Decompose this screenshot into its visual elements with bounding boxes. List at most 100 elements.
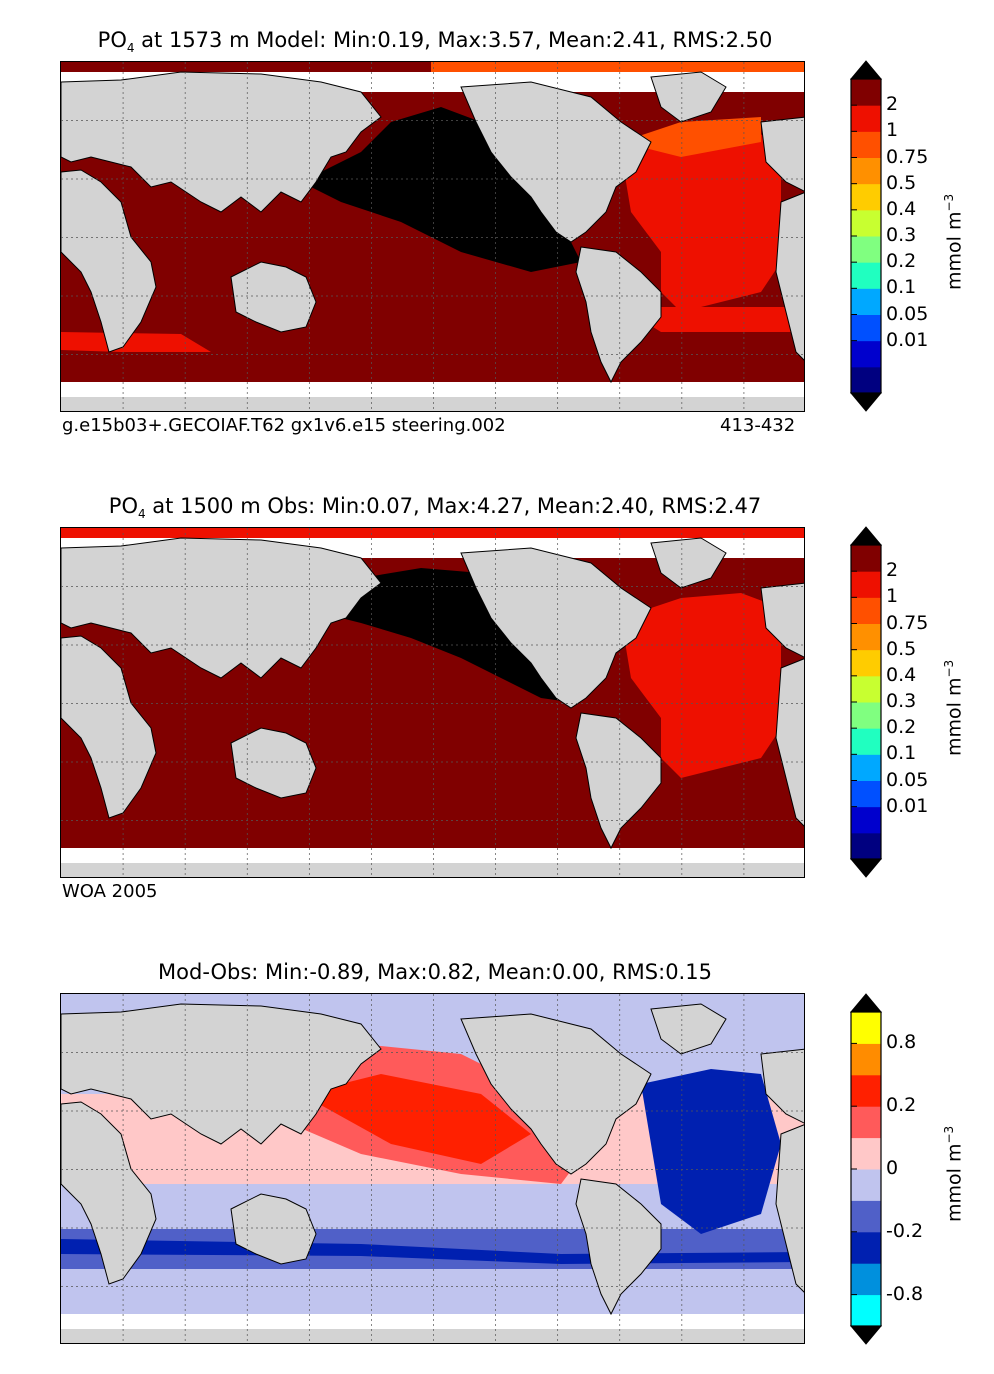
colorbar-tick-label: 0.3 [886, 690, 917, 712]
land-mass [230, 1193, 317, 1265]
colorbar-tick-label: 0.01 [886, 328, 929, 351]
colorbar-swatch [851, 1294, 881, 1327]
colorbar-swatch [851, 209, 881, 237]
model-colorbar-unit: mmol m−3 [942, 194, 965, 290]
colorbar-tick-label: 1 [886, 119, 899, 142]
colorbar-swatch [851, 1169, 881, 1201]
colorbar-swatch [851, 1137, 881, 1170]
land-mass [575, 246, 662, 384]
map-layers [61, 994, 804, 1343]
obs-map-svg [61, 528, 804, 877]
land-mass [460, 81, 652, 243]
colorbar-swatch [851, 571, 881, 598]
colorbar-swatch [851, 1106, 881, 1139]
atlantic-region [621, 127, 781, 312]
land-mass [61, 635, 157, 819]
land-mass [460, 1013, 652, 1175]
title-sub: 4 [126, 41, 135, 56]
model-footer-left: g.e15b03+.GECOIAF.T62 gx1v6.e15 steering… [62, 415, 506, 436]
colorbar-bottom-arrow [849, 392, 883, 412]
land-mass [650, 71, 727, 123]
colorbar-tick-label: 0.8 [886, 1031, 917, 1054]
land-mass [575, 1178, 662, 1316]
southern-ocean-red-band [61, 332, 211, 352]
land-mass [650, 537, 727, 589]
colorbar-swatch [851, 1263, 881, 1296]
colorbar-swatch [851, 754, 881, 781]
diff-colorbar-unit: mmol m−3 [942, 1126, 965, 1222]
colorbar-swatch [851, 157, 881, 185]
unit-sup: −3 [942, 659, 956, 678]
colorbar-tick-label: 0.2 [886, 716, 917, 739]
colorbar-tick-label: 0.75 [886, 611, 929, 634]
arctic-orange-band [431, 62, 804, 74]
colorbar-tick-label: 0.75 [886, 145, 929, 168]
title-rest: at 1573 m Model: Min:0.19, Max:3.57, Mea… [134, 28, 773, 52]
antarctica [61, 1329, 804, 1343]
land-mass [61, 1101, 157, 1285]
diff-colorbar: 0.8 0.2 0 -0.2 -0.8 [849, 993, 990, 1345]
title-po: PO [97, 28, 127, 52]
colorbar-swatch [851, 105, 881, 132]
colorbar-tick-label: 2 [886, 93, 899, 116]
land-mass [775, 1124, 804, 1293]
colorbar-tick-label: -0.2 [886, 1219, 924, 1242]
land-mass [230, 261, 317, 333]
obs-panel-title: PO4 at 1500 m Obs: Min:0.07, Max:4.27, M… [20, 494, 850, 521]
atlantic-region [621, 593, 781, 778]
obs-colorbar-svg [849, 526, 883, 878]
colorbar-tick-label: 1 [886, 585, 899, 608]
colorbar-swatch [851, 1043, 881, 1076]
colorbar-swatch [851, 1074, 881, 1107]
colorbar-top-arrow [849, 993, 883, 1013]
land-mass [775, 658, 804, 827]
colorbar-tick-label: -0.8 [886, 1282, 924, 1305]
land-mass [760, 1048, 804, 1124]
antarctica [61, 397, 804, 411]
colorbar-swatch [851, 1200, 881, 1233]
obs-map [60, 527, 805, 878]
land-mass [760, 116, 804, 192]
land-mass [460, 547, 652, 709]
colorbar-tick-label: 0.1 [886, 742, 917, 765]
obs-colorbar-unit: mmol m−3 [942, 660, 965, 756]
diff-panel-title: Mod-Obs: Min:-0.89, Max:0.82, Mean:0.00,… [158, 960, 712, 984]
colorbar-swatch [851, 314, 881, 342]
colorbar-swatch [851, 623, 881, 651]
obs-footer-left: WOA 2005 [62, 881, 158, 902]
model-colorbar-svg [849, 60, 883, 412]
diff-map [60, 993, 805, 1344]
colorbar-tick-label: 0.5 [886, 171, 917, 194]
land-mass [760, 582, 804, 658]
model-map-svg [61, 62, 804, 411]
colorbar-top-arrow [849, 526, 883, 546]
atlantic-negative [641, 1069, 781, 1234]
model-colorbar: 2 1 0.75 0.5 0.4 0.3 0.2 0.1 0.05 0.01 [849, 60, 990, 412]
colorbar-swatch [851, 649, 881, 677]
colorbar-swatch [851, 366, 881, 394]
land-mass [61, 537, 382, 679]
colorbar-tick-label: 0.2 [886, 250, 917, 273]
colorbar-tick-label: 0.4 [886, 663, 917, 686]
colorbar-tick-label: 0.3 [886, 224, 917, 246]
colorbar-swatch [851, 806, 881, 834]
land-mass [61, 169, 157, 353]
title-sub: 4 [137, 507, 146, 522]
colorbar-swatch [851, 728, 881, 755]
arctic-red-band [61, 528, 804, 538]
colorbar-swatch [851, 236, 881, 263]
colorbar-swatch [851, 288, 881, 315]
colorbar-tick-label: 0.2 [886, 1094, 917, 1117]
antarctica [61, 863, 804, 877]
diff-map-svg [61, 994, 804, 1343]
colorbar-swatch [851, 262, 881, 289]
colorbar-tick-label: 0.1 [886, 276, 917, 299]
south-atlantic-red-band [621, 307, 804, 332]
unit-main: mmol m [943, 211, 966, 290]
colorbar-bottom-arrow [849, 858, 883, 878]
land-mass [61, 1003, 382, 1145]
title-po: PO [108, 494, 138, 518]
unit-sup: −3 [942, 193, 956, 212]
colorbar-top-arrow [849, 60, 883, 80]
diff-colorbar-svg [849, 993, 883, 1345]
